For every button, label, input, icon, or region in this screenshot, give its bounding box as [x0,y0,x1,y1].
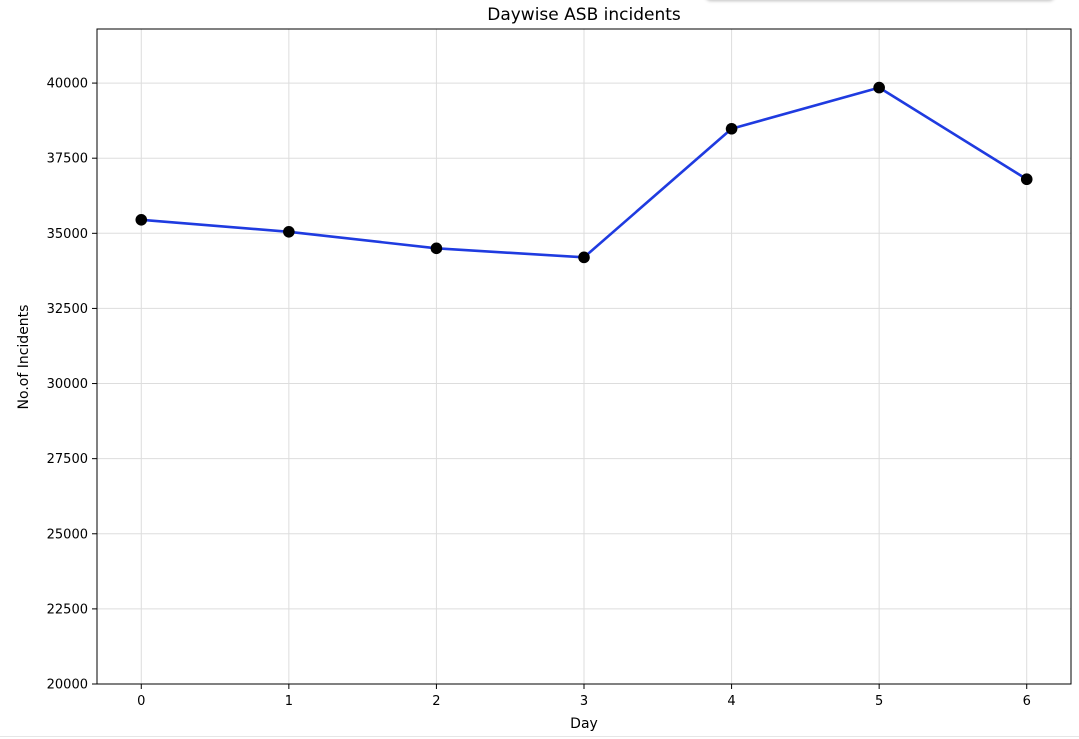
y-tick-label: 20000 [47,678,88,693]
x-tick-label: 6 [1023,694,1031,709]
bottom-divider [0,736,1079,737]
y-axis-label: No.of Incidents [16,305,32,410]
data-point [578,251,590,264]
x-tick-label: 1 [285,694,293,709]
x-axis-label: Day [570,716,598,732]
x-tick-label: 3 [580,694,588,709]
y-tick-label: 32500 [47,302,88,317]
x-axis-ticks: 0 1 2 3 4 5 6 [137,684,1031,709]
chart-title: Daywise ASB incidents [487,5,681,25]
y-tick-label: 25000 [47,527,88,542]
x-tick-label: 2 [432,694,440,709]
data-point [873,81,885,94]
y-tick-label: 30000 [47,377,88,392]
x-tick-label: 4 [727,694,735,709]
y-axis-ticks: 20000 22500 25000 27500 30000 32500 35000 37500… [47,77,97,693]
x-tick-label: 5 [875,694,883,709]
y-tick-label: 22500 [47,602,88,617]
data-point [725,122,738,135]
series-layer [135,81,1033,264]
data-point [1020,173,1033,186]
data-point [135,213,148,226]
data-point [283,226,295,238]
y-tick-label: 40000 [47,77,88,92]
y-tick-label: 35000 [47,227,88,242]
y-tick-label: 27500 [47,452,88,467]
grid-lines [97,29,1071,685]
data-point [430,242,443,255]
y-tick-label: 37500 [47,152,88,167]
x-tick-label: 0 [137,694,145,709]
